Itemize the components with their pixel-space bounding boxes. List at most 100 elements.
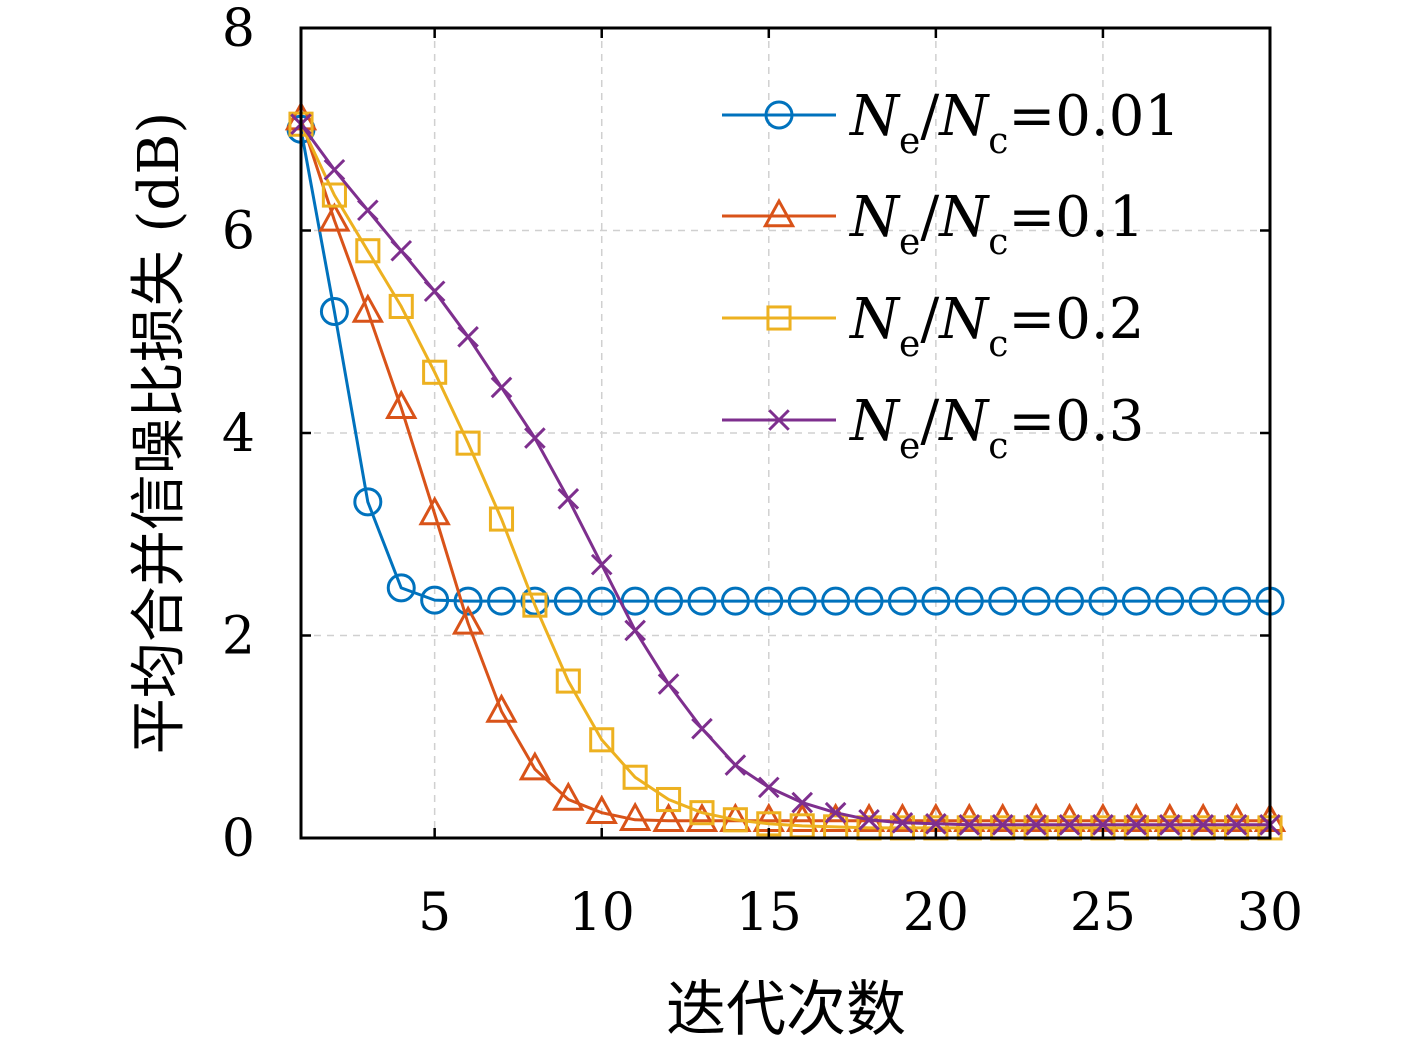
- x-tick-label: 20: [903, 883, 969, 943]
- legend-label-part: N: [848, 185, 901, 250]
- data-point: [451, 605, 485, 635]
- data-point: [1058, 814, 1081, 836]
- legend-label-part: N: [848, 389, 901, 454]
- y-tick-label: 2: [222, 607, 255, 667]
- y-tick-label: 4: [222, 404, 255, 464]
- legend-marker: [764, 100, 794, 130]
- data-point: [587, 586, 617, 616]
- legend-label-part: =0.3: [1008, 389, 1144, 454]
- data-point: [821, 586, 851, 616]
- data-point: [754, 586, 784, 616]
- data-point: [385, 389, 418, 419]
- data-point: [1055, 586, 1085, 616]
- data-point: [1158, 814, 1181, 836]
- data-point: [958, 814, 981, 836]
- data-point: [1092, 814, 1114, 836]
- legend-label-part: =0.1: [1008, 185, 1144, 250]
- data-point: [488, 506, 515, 532]
- data-point: [520, 586, 550, 616]
- data-point: [689, 800, 715, 826]
- data-point: [589, 727, 615, 753]
- data-point: [724, 754, 747, 776]
- legend-label-part: e: [899, 426, 920, 467]
- x-tick-label: 25: [1070, 883, 1136, 943]
- legend-label-part: /: [920, 185, 939, 250]
- data-point: [357, 199, 379, 222]
- y-axis-label: 平均合并信噪比损失 (dB): [127, 112, 192, 755]
- data-point: [787, 586, 817, 616]
- data-point: [824, 801, 847, 824]
- legend-label-part: N: [937, 185, 990, 250]
- y-tick-label: 0: [222, 809, 255, 869]
- data-point: [485, 693, 518, 723]
- data-point: [656, 786, 682, 813]
- data-point: [620, 586, 650, 616]
- data-point: [757, 776, 780, 799]
- legend-label-part: =0.01: [1008, 84, 1180, 149]
- data-point: [618, 801, 652, 832]
- data-point: [988, 586, 1018, 616]
- data-point: [1192, 814, 1214, 836]
- legend-item: Ne/Nc=0.1: [722, 185, 1144, 263]
- data-point: [1125, 814, 1148, 836]
- data-point: [1188, 586, 1218, 616]
- data-point: [423, 280, 446, 303]
- legend-label-part: c: [988, 222, 1008, 263]
- data-point: [455, 430, 481, 456]
- legend-label-part: N: [937, 389, 990, 454]
- data-point: [585, 794, 618, 824]
- data-point: [319, 297, 349, 326]
- x-axis-label: 迭代次数: [666, 975, 906, 1045]
- data-point: [552, 781, 585, 811]
- data-point: [388, 293, 414, 319]
- data-point: [722, 807, 748, 833]
- data-point: [355, 238, 381, 264]
- data-point: [921, 586, 951, 616]
- ticks: 5 10 15 20 25 30 0 2 4 6 8: [222, 0, 1303, 943]
- legend-item: Ne/Nc=0.3: [722, 389, 1144, 467]
- data-point: [1222, 586, 1252, 616]
- data-point: [590, 553, 613, 576]
- data-point: [323, 158, 346, 181]
- legend-label-part: e: [899, 222, 920, 263]
- data-point: [457, 326, 479, 348]
- data-point: [524, 427, 546, 449]
- data-point: [954, 586, 984, 616]
- legend-label-part: =0.2: [1008, 287, 1144, 352]
- y-tick-label: 6: [222, 202, 255, 262]
- legend-label-part: e: [899, 324, 920, 365]
- data-point: [557, 488, 580, 510]
- data-point: [1025, 814, 1047, 836]
- data-point: [657, 673, 680, 695]
- data-point: [991, 814, 1014, 836]
- data-point: [854, 586, 884, 616]
- data-point: [858, 808, 880, 831]
- legend-item: Ne/Nc=0.01: [722, 84, 1180, 162]
- data-point: [418, 495, 451, 526]
- legend-label-part: /: [920, 84, 939, 149]
- data-point: [687, 586, 717, 616]
- data-point: [720, 586, 750, 616]
- legend-label-part: N: [937, 84, 990, 149]
- data-point: [1021, 586, 1051, 616]
- legend-label-part: N: [848, 84, 901, 149]
- legend-marker: [768, 409, 790, 431]
- data-point: [786, 802, 819, 833]
- data-point: [555, 668, 581, 694]
- y-tick-label: 8: [222, 0, 255, 59]
- data-point: [1121, 586, 1151, 616]
- legend-label-part: /: [920, 389, 939, 454]
- legend-label-part: c: [988, 121, 1008, 162]
- legend-label: Ne/Nc=0.3: [848, 389, 1144, 467]
- legend-label-part: e: [899, 121, 920, 162]
- legend-label-part: N: [848, 287, 901, 352]
- data-point: [321, 182, 347, 208]
- data-point: [422, 359, 448, 385]
- legend-label-part: /: [920, 287, 939, 352]
- data-point: [891, 812, 914, 834]
- data-point: [685, 802, 719, 833]
- data-point: [522, 592, 548, 618]
- legend-marker: [766, 305, 792, 331]
- x-tick-label: 30: [1237, 883, 1303, 943]
- data-point: [652, 802, 685, 833]
